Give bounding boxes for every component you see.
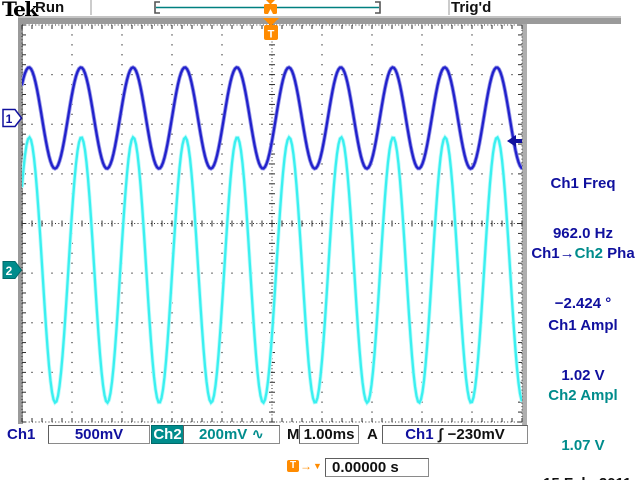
- trigger-t-icon: T: [287, 459, 299, 472]
- acquisition-status: Run: [35, 0, 65, 16]
- measurement-value: −2.424 °: [554, 294, 612, 312]
- record-right-bracket: [375, 1, 381, 14]
- measurement-label: Ch1 Freq: [550, 175, 616, 192]
- trigger-source: Ch1: [405, 426, 434, 443]
- ch2-marker-label: 2: [6, 264, 13, 278]
- measurement-label: Ch2 Ampl: [548, 387, 618, 404]
- measurement-ch1-ampl: Ch1 Ampl 1.02 V: [526, 285, 640, 417]
- timebase-label: M: [287, 426, 300, 443]
- trigger-level: −230mV: [447, 426, 505, 443]
- measurement-ch1-freq: Ch1 Freq 962.0 Hz: [526, 143, 640, 275]
- record-trigger-position-icon: [264, 0, 277, 14]
- trigger-level-arrow-icon: [507, 135, 522, 147]
- measurement-value: 1.07 V: [561, 436, 605, 454]
- waveform-traces: [22, 65, 522, 407]
- measurement-ch2-ampl: Ch2 Ampl 1.07 V: [526, 355, 640, 480]
- trigger-status: Trig'd: [451, 0, 492, 16]
- measurement-value: 962.0 Hz: [552, 224, 614, 242]
- ch1-scale-readout: 500mV: [48, 425, 150, 444]
- ch1-label: Ch1: [7, 426, 36, 443]
- measurement-phase: Ch1→Ch2 Pha −2.424 °: [526, 213, 640, 345]
- date-text: 15 Feb 2011: [543, 476, 631, 480]
- graticule-grid: [21, 24, 523, 423]
- trace-ch2: [22, 135, 522, 405]
- timebase-readout: 1.00ms: [299, 425, 359, 444]
- record-left-bracket: [154, 1, 160, 14]
- datetime: 15 Feb 2011 17:30:56: [543, 444, 631, 480]
- measurement-value: 1.02 V: [561, 366, 605, 384]
- trigger-position-marker-icon: T: [263, 18, 279, 41]
- tek-logo: Tek: [2, 0, 38, 21]
- trigger-mode-label: A: [367, 426, 378, 443]
- measurement-label: Ch1 Ampl: [548, 317, 618, 334]
- triangle-down-icon: ▼: [313, 460, 322, 471]
- ch1-position-marker-icon: 1: [2, 108, 23, 128]
- trigger-delay-icon: T → ▼: [287, 459, 322, 472]
- display-frame: [18, 16, 621, 428]
- trace-ch1: [22, 66, 522, 170]
- ch2-position-marker-icon: 2: [2, 261, 23, 279]
- trigger-marker-label: T: [268, 29, 275, 41]
- ch2-scale-readout: 200mV ∿: [183, 425, 280, 444]
- ch1-marker-label: 1: [6, 112, 13, 126]
- trigger-readout: Ch1 ∫ −230mV: [382, 425, 528, 444]
- record-view-bar: [154, 0, 381, 14]
- ch2-label-badge: Ch2: [151, 425, 184, 444]
- arrow-right-icon: →: [300, 458, 312, 473]
- trigger-slope-icon: ∫: [438, 426, 443, 443]
- delay-readout: 0.00000 s: [325, 458, 429, 477]
- measurement-label: Ch1→Ch2 Pha: [531, 245, 635, 262]
